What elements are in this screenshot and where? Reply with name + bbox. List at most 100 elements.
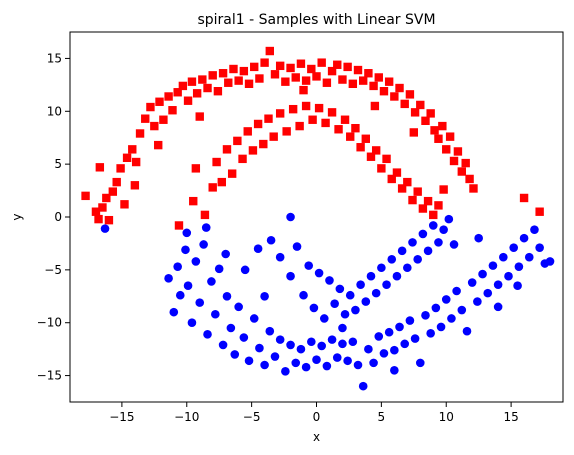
series-1-point-113 (444, 214, 454, 224)
series-0-point-82 (469, 184, 478, 193)
series-1-point-62 (457, 305, 467, 315)
series-1-point-29 (286, 340, 295, 350)
series-0-point-103 (295, 121, 304, 131)
series-0-point-49 (312, 72, 321, 81)
series-0-point-26 (192, 89, 202, 98)
series-0-point-119 (387, 174, 396, 184)
series-0-point-58 (359, 76, 368, 85)
series-1-point-36 (322, 361, 332, 371)
x-axis: −15 −10 −5 0 5 10 15 (109, 402, 519, 424)
series-1-point-19 (234, 302, 243, 312)
series-1-point-13 (211, 309, 220, 319)
series-0-point-62 (379, 87, 389, 96)
series-0-point-25 (187, 77, 197, 86)
series-1-point-67 (483, 288, 493, 298)
series-1-point-32 (301, 362, 311, 372)
y-tick-label: 10 (47, 104, 62, 118)
x-tick-label: 10 (439, 410, 454, 424)
series-0-point-93 (238, 154, 247, 164)
series-1-point-15 (218, 340, 228, 350)
series-0-point-70 (421, 116, 430, 125)
series-0-point-30 (213, 87, 223, 96)
series-1-point-117 (221, 249, 230, 259)
series-0-point-64 (390, 92, 399, 101)
series-0-point-23 (178, 81, 188, 91)
series-0-point-76 (445, 132, 455, 141)
series-1-point-9 (195, 298, 205, 307)
series-0-point-24 (183, 96, 193, 105)
series-0-point-46 (296, 59, 306, 68)
series-1-point-72 (509, 243, 518, 252)
x-tick-label: −10 (174, 410, 199, 424)
series-1-point-100 (377, 263, 386, 273)
series-1-point-114 (449, 240, 459, 249)
series-1-point-6 (183, 281, 193, 291)
series-0-point-14 (135, 129, 145, 138)
series-0-point-34 (234, 76, 243, 85)
series-0-point-56 (348, 79, 358, 88)
series-0-point-53 (333, 60, 342, 69)
series-0-point-117 (377, 164, 386, 173)
series-0-point-84 (189, 196, 198, 206)
series-0-point-94 (243, 127, 252, 136)
series-0-point-123 (408, 195, 417, 205)
series-0-point-69 (416, 100, 425, 110)
series-0-point-83 (174, 221, 184, 230)
series-1-point-53 (410, 334, 420, 343)
series-1-point-28 (281, 367, 290, 376)
series-0-point-41 (270, 70, 280, 79)
series-0-point-68 (410, 108, 420, 117)
series-1-point-0 (100, 224, 110, 233)
series-0-point-111 (346, 132, 355, 141)
y-axis-label: y (10, 213, 24, 220)
series-1-point-104 (397, 246, 407, 256)
series-1-point-44 (364, 344, 373, 354)
series-0-point-104 (301, 101, 311, 111)
series-1-point-1 (164, 274, 173, 283)
series-0-point-97 (259, 139, 268, 149)
series-1-point-42 (353, 360, 363, 370)
y-tick-label: −5 (44, 263, 62, 277)
series-1-point-35 (317, 341, 326, 351)
series-0-point-114 (361, 134, 370, 143)
series-1-point-47 (379, 349, 389, 358)
series-0-point-27 (198, 75, 207, 84)
series-0-point-28 (203, 83, 212, 93)
series-0-point-12 (128, 145, 137, 154)
series-0-point-92 (233, 136, 242, 146)
series-0-point-85 (191, 164, 201, 173)
series-0-point-131 (535, 207, 544, 216)
series-0-point-99 (269, 132, 278, 141)
series-0-point-127 (429, 210, 438, 220)
series-1-point-123 (260, 291, 269, 301)
chart-title: spiral1 - Samples with Linear SVM (197, 12, 435, 28)
y-tick-label: 0 (54, 210, 62, 224)
y-tick-label: 5 (54, 157, 62, 171)
series-1-point-79 (545, 257, 555, 266)
series-1-point-120 (493, 302, 503, 312)
series-1-point-25 (265, 326, 275, 336)
series-1-point-56 (426, 328, 435, 338)
series-1-point-63 (462, 326, 472, 336)
series-0-point-73 (434, 134, 443, 143)
series-0-point-11 (122, 153, 132, 162)
series-1-point-43 (358, 381, 368, 391)
series-1-point-98 (366, 271, 376, 281)
series-1-point-124 (338, 323, 347, 333)
series-0-point-96 (253, 119, 263, 129)
series-1-point-59 (441, 295, 451, 304)
series-1-point-88 (314, 268, 324, 278)
series-1-point-110 (428, 221, 438, 230)
series-1-point-106 (408, 238, 417, 247)
series-1-point-118 (201, 223, 211, 232)
series-0-point-39 (260, 58, 269, 67)
series-1-point-95 (351, 305, 360, 315)
series-0-point-107 (321, 118, 330, 128)
series-0-point-5 (102, 193, 111, 203)
series-0-point-108 (327, 108, 337, 117)
series-1-point-68 (488, 261, 498, 270)
series-0-point-89 (217, 177, 226, 187)
series-1-point-39 (338, 339, 347, 349)
series-1-point-16 (222, 291, 232, 301)
